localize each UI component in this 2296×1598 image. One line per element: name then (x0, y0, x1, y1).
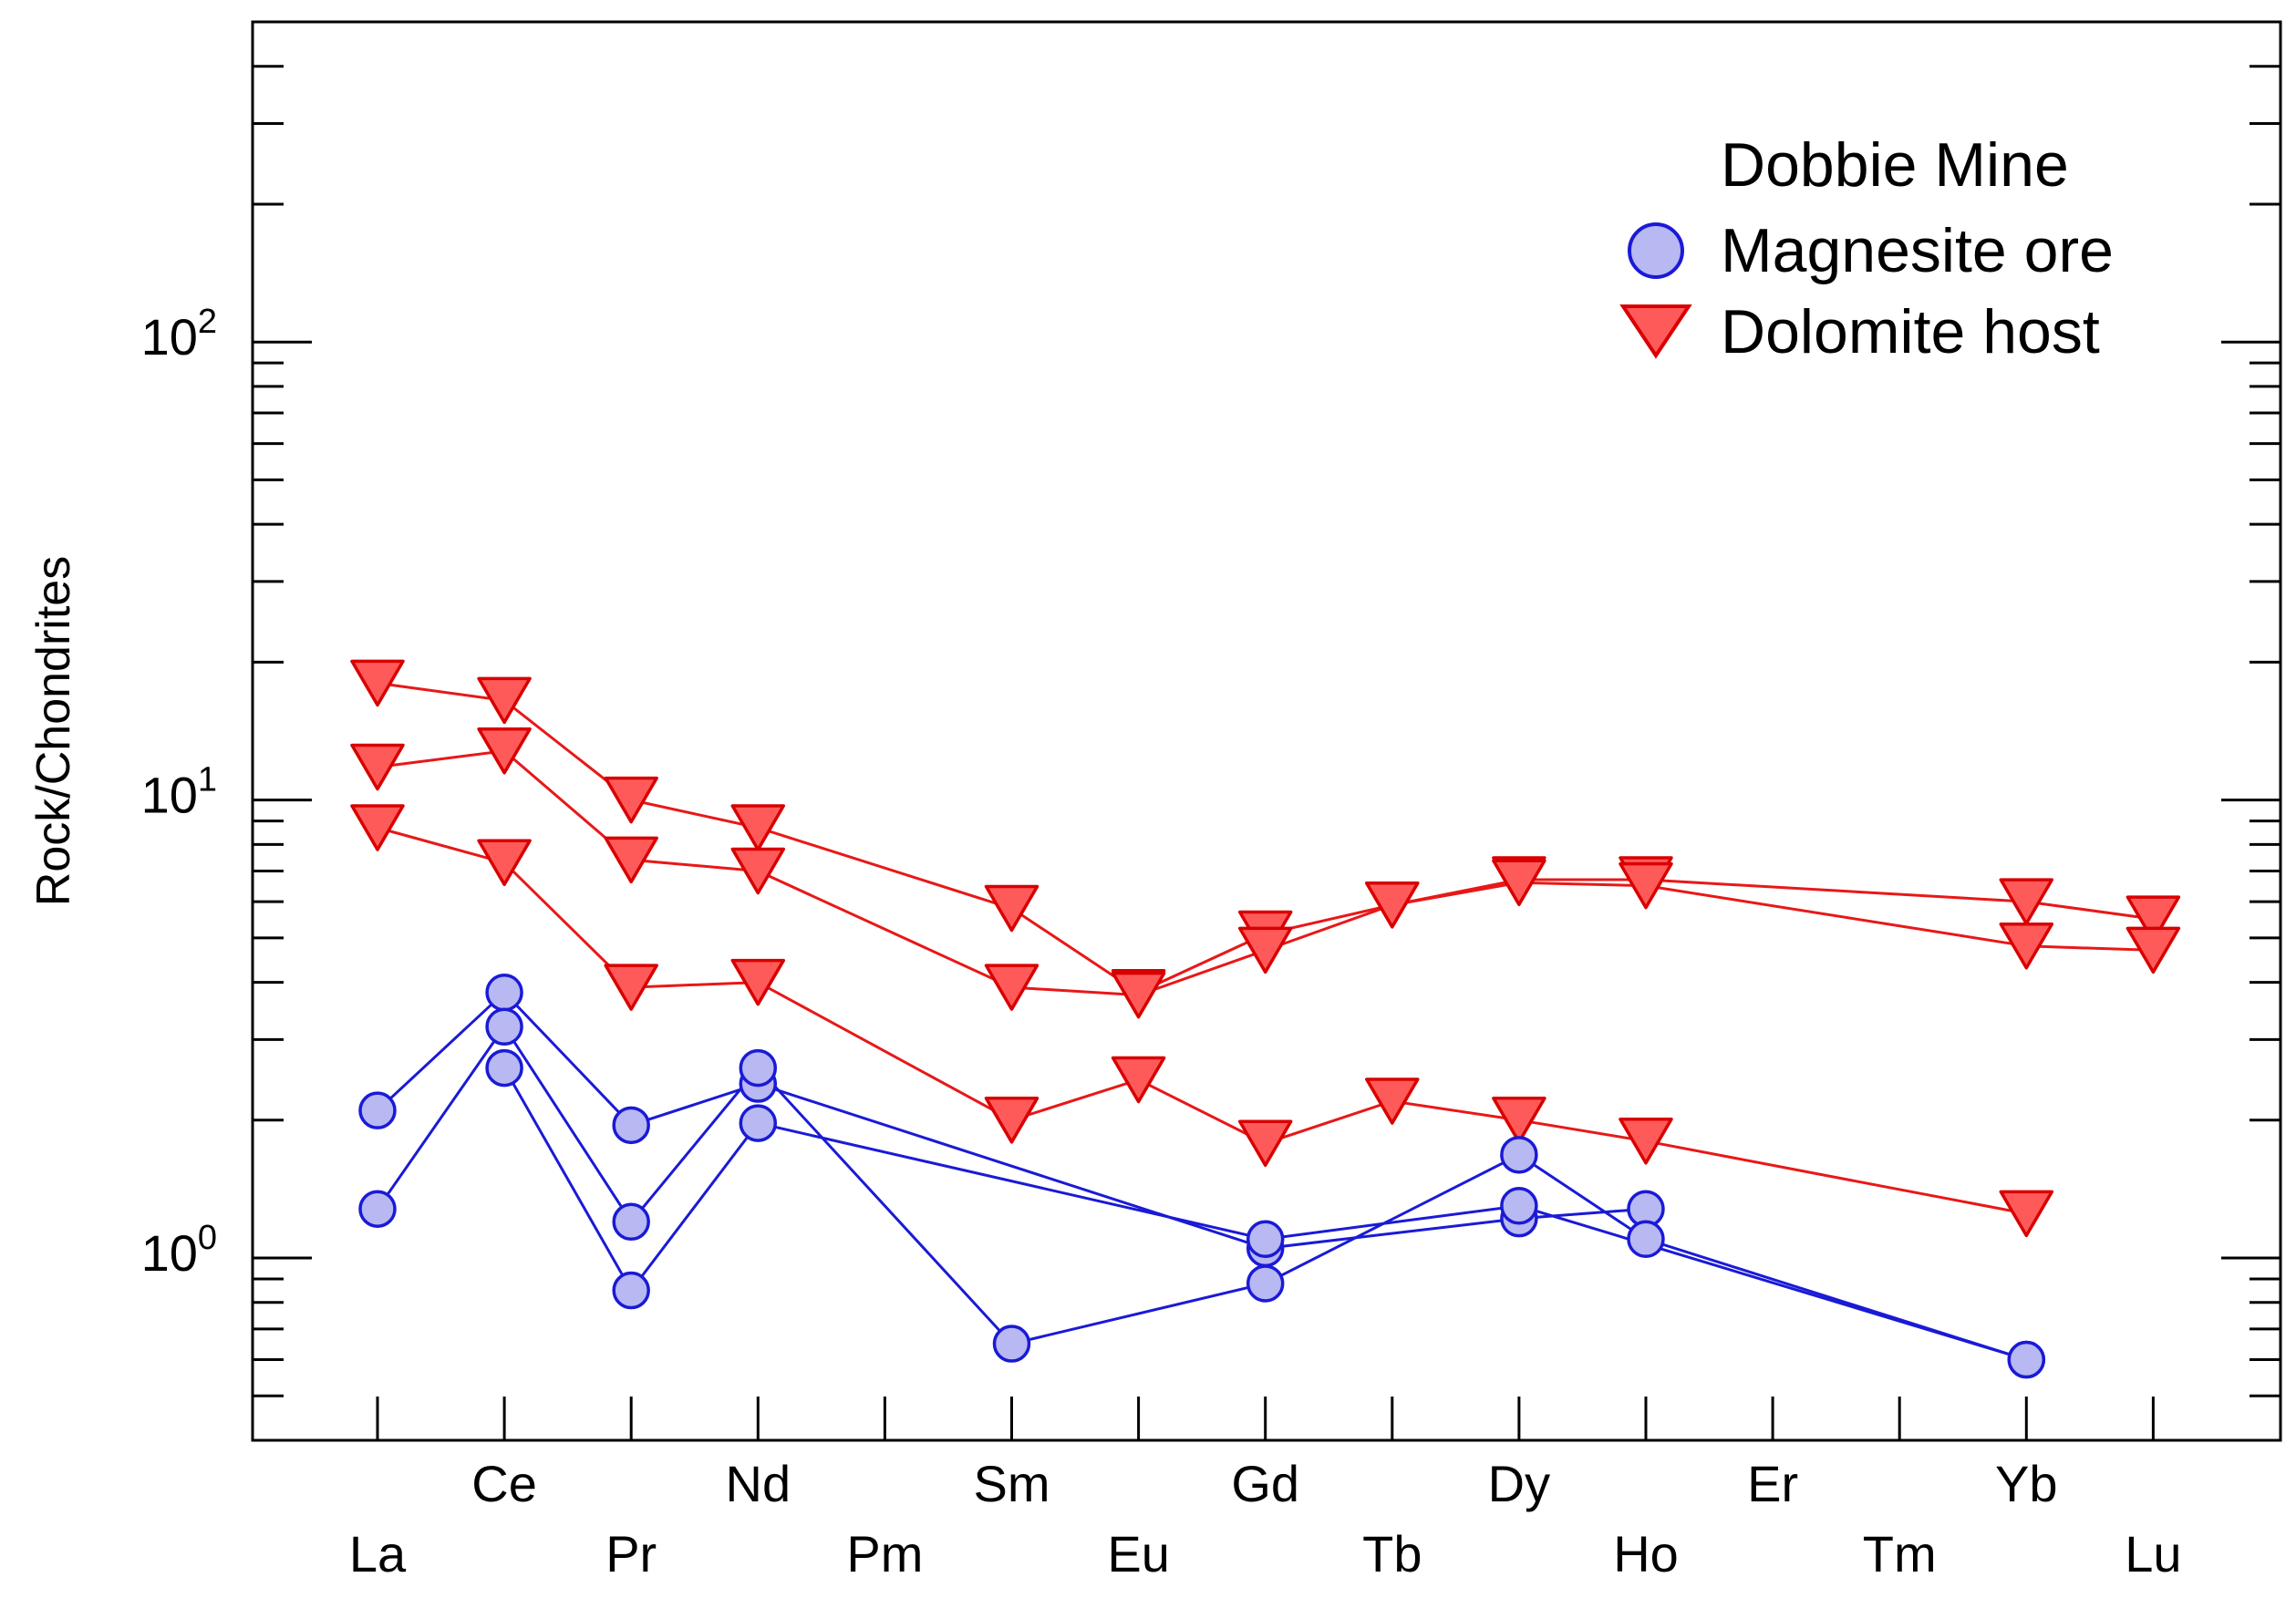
y-tick-label: 101 (141, 761, 217, 824)
data-point-magnesite (612, 1271, 650, 1310)
x-tick-label: Ce (471, 1455, 537, 1512)
series-line-dolomite-6 (377, 826, 2027, 1215)
y-tick-label: 102 (141, 303, 217, 366)
series-line-magnesite-3 (502, 1067, 2027, 1361)
data-point-dolomite (604, 836, 658, 884)
data-point-dolomite (1237, 1119, 1293, 1167)
data-point-dolomite (984, 964, 1039, 1011)
series-line-magnesite-2 (376, 1024, 2027, 1361)
legend-label-magnesite: Magnesite ore (1721, 216, 2114, 285)
data-point-magnesite (1627, 1220, 1665, 1259)
data-point-dolomite (1365, 881, 1420, 929)
legend-entry-magnesite: Magnesite ore (1628, 216, 2114, 285)
data-point-dolomite (1237, 926, 1293, 974)
data-point-magnesite (1246, 1264, 1285, 1303)
y-axis-labels: 100 101 102 (141, 303, 217, 1282)
legend-circle-marker (1628, 222, 1684, 279)
data-point-magnesite (485, 1007, 523, 1046)
data-point-dolomite (604, 964, 658, 1011)
x-tick-label: Pr (605, 1525, 657, 1583)
x-axis-ticks (376, 1397, 2155, 1440)
data-point-dolomite (2125, 926, 2181, 974)
data-point-magnesite (1500, 1187, 1538, 1225)
data-point-magnesite (1246, 1220, 1285, 1259)
x-tick-label: Lu (2125, 1525, 2181, 1583)
y-axis-ticks (253, 20, 2280, 1442)
data-point-magnesite (485, 974, 523, 1012)
legend-label-dolomite: Dolomite host (1721, 297, 2100, 366)
legend: Dobbie Mine Magnesite ore Dolomite host (1619, 130, 2114, 366)
data-point-dolomite (1492, 1097, 1546, 1144)
data-point-dolomite (350, 804, 405, 851)
x-tick-label: Tb (1362, 1525, 1422, 1583)
data-point-dolomite (2125, 895, 2181, 943)
data-point-magnesite (1500, 1136, 1538, 1174)
data-point-dolomite (730, 804, 786, 851)
data-point-dolomite (1365, 1077, 1420, 1125)
data-point-dolomite (1999, 923, 2054, 970)
data-point-dolomite (1111, 971, 1166, 1019)
data-point-dolomite (1111, 1056, 1166, 1104)
data-point-dolomite (477, 839, 532, 887)
data-point-dolomite (604, 776, 658, 824)
legend-title: Dobbie Mine (1721, 130, 2069, 200)
x-tick-label: Pm (846, 1525, 923, 1583)
y-tick-label: 100 (141, 1219, 217, 1282)
legend-entry-dolomite: Dolomite host (1619, 297, 2100, 366)
x-tick-label: Eu (1107, 1525, 1170, 1583)
data-point-dolomite (1999, 878, 2054, 925)
data-point-dolomite (730, 847, 786, 895)
data-point-magnesite (485, 1048, 523, 1088)
data-point-dolomite (984, 1097, 1039, 1144)
series-markers (350, 659, 2181, 1379)
legend-triangle-marker (1619, 304, 1692, 359)
x-tick-label: Gd (1231, 1455, 1299, 1512)
data-point-dolomite (1619, 861, 1673, 910)
data-point-dolomite (350, 659, 405, 707)
x-tick-label: Nd (726, 1455, 791, 1512)
data-point-dolomite (984, 884, 1039, 933)
data-point-magnesite (358, 1091, 397, 1129)
data-point-dolomite (1492, 859, 1546, 907)
x-tick-label: Sm (974, 1455, 1050, 1512)
data-point-magnesite (739, 1048, 778, 1088)
data-point-magnesite (2007, 1340, 2046, 1379)
x-tick-label: Tm (1863, 1525, 1937, 1583)
data-point-dolomite (1999, 1190, 2054, 1238)
data-point-magnesite (612, 1106, 650, 1145)
data-point-magnesite (992, 1325, 1031, 1363)
x-tick-label: Dy (1488, 1455, 1550, 1512)
x-tick-label: Yb (1995, 1455, 2058, 1512)
y-axis-title: Rock/Chondrites (27, 556, 80, 906)
data-point-magnesite (739, 1104, 778, 1142)
x-tick-label: Ho (1613, 1525, 1679, 1583)
data-point-dolomite (477, 676, 532, 725)
data-point-dolomite (350, 743, 405, 791)
x-tick-label: La (349, 1525, 407, 1583)
data-point-dolomite (1619, 1118, 1673, 1165)
x-axis-labels: La Ce Pr Nd Pm Sm Eu Gd Tb Dy Ho Er Tm Yb Lu (349, 1455, 2182, 1583)
x-tick-label: Er (1747, 1455, 1798, 1512)
data-point-magnesite (612, 1202, 650, 1242)
data-point-magnesite (358, 1190, 397, 1228)
data-point-dolomite (477, 727, 532, 775)
data-point-dolomite (730, 958, 786, 1006)
